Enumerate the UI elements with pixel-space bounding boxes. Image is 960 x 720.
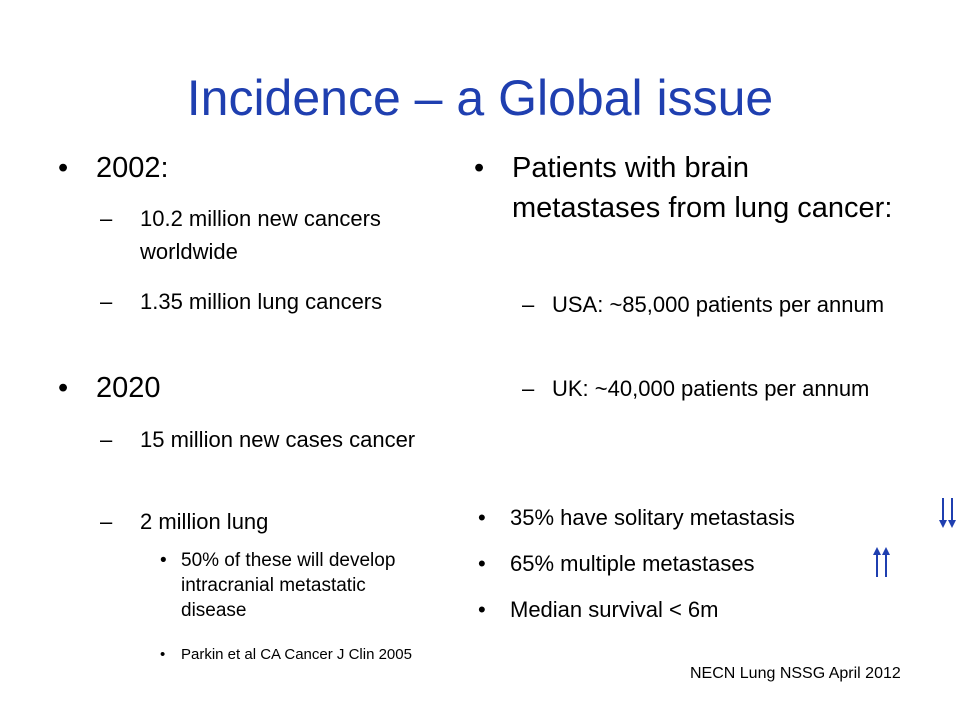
dash-bullet: – <box>100 289 113 314</box>
bullet: • <box>160 550 167 571</box>
bullet: • <box>478 551 486 576</box>
left-bullet-2020: 2020 <box>96 372 161 404</box>
footer: NECN Lung NSSG April 2012 <box>690 665 901 682</box>
slide-title: Incidence – a Global issue <box>186 70 774 126</box>
right-bullet-survival: Median survival < 6m <box>510 597 719 622</box>
right-bullet-multiple: 65% multiple metastases <box>510 551 755 576</box>
left-sub-lung-cancers: 1.35 million lung cancers <box>140 289 383 314</box>
left-sub-new-cancers: 10.2 million new cancers worldwide <box>140 206 381 264</box>
double-down-arrow-icon <box>939 498 956 528</box>
left-citation: Parkin et al CA Cancer J Clin 2005 <box>181 646 412 663</box>
bullet: • <box>58 152 69 184</box>
dash-bullet: – <box>522 292 535 317</box>
left-bullet-2002: 2002: <box>96 152 169 184</box>
double-up-arrow-icon <box>873 547 890 577</box>
right-bullet-patients: Patients with brain metastases from lung… <box>512 152 893 224</box>
right-sub-uk: UK: ~40,000 patients per annum <box>552 376 870 401</box>
right-bullet-solitary: 35% have solitary metastasis <box>510 505 795 530</box>
dash-bullet: – <box>100 206 113 231</box>
bullet: • <box>58 372 69 404</box>
left-sub-15-million: 15 million new cases cancer <box>140 427 416 452</box>
dash-bullet: – <box>100 509 113 534</box>
bullet: • <box>478 505 486 530</box>
left-subsub-50-percent: 50% of these will develop intracranial m… <box>181 550 396 621</box>
bullet: • <box>478 597 486 622</box>
bullet: • <box>474 152 485 184</box>
dash-bullet: – <box>522 376 535 401</box>
left-sub-2-million-lung: 2 million lung <box>140 509 269 534</box>
dash-bullet: – <box>100 427 113 452</box>
right-sub-usa: USA: ~85,000 patients per annum <box>552 292 885 317</box>
bullet: • <box>160 646 166 663</box>
